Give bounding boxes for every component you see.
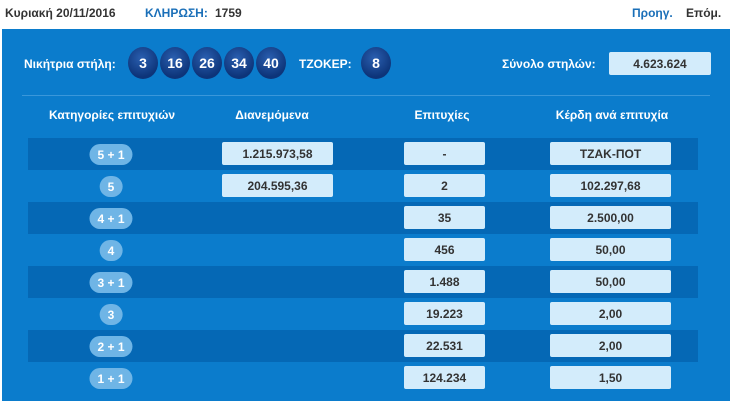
winners-value: 124.234 <box>404 366 485 389</box>
winning-label: Νικήτρια στήλη: <box>24 57 116 71</box>
table-row: 3 19.223 2,00 <box>28 298 698 330</box>
draw-header: Κυριακή 20/11/2016 ΚΛΗΡΩΣΗ: 1759 Προηγ. … <box>0 0 736 28</box>
prize-value: 2,00 <box>550 334 671 357</box>
divider <box>22 95 710 96</box>
col-header-categories: Κατηγορίες επιτυχιών <box>48 108 176 122</box>
category-badge: 5 + 1 <box>89 144 133 165</box>
table-row: 4 456 50,00 <box>28 234 698 266</box>
distributed-value: 1.215.973,58 <box>222 142 333 165</box>
winners-value: 19.223 <box>404 302 485 325</box>
joker-label: ΤΖΟΚΕΡ: <box>299 57 352 71</box>
total-label: Σύνολο στηλών: <box>502 57 596 71</box>
table-row: 4 + 1 35 2.500,00 <box>28 202 698 234</box>
prize-value: 102.297,68 <box>550 174 671 197</box>
number-ball: 34 <box>224 47 254 79</box>
prev-link[interactable]: Προηγ. <box>632 6 673 20</box>
category-badge: 4 + 1 <box>89 208 133 229</box>
total-value: 4.623.624 <box>609 52 711 75</box>
number-ball: 26 <box>192 47 222 79</box>
draw-label: ΚΛΗΡΩΣΗ: <box>145 6 208 20</box>
winners-value: - <box>404 142 485 165</box>
winners-value: 1.488 <box>404 270 485 293</box>
next-link[interactable]: Επόμ. <box>686 6 722 20</box>
category-badge: 2 + 1 <box>89 336 133 357</box>
winners-value: 35 <box>404 206 485 229</box>
winners-value: 22.531 <box>404 334 485 357</box>
prize-value: 50,00 <box>550 270 671 293</box>
category-badge: 3 <box>99 304 123 325</box>
distributed-value: 204.595,36 <box>222 174 333 197</box>
table-row: 5 204.595,36 2 102.297,68 <box>28 170 698 202</box>
prize-value: 2.500,00 <box>550 206 671 229</box>
table-row: 1 + 1 124.234 1,50 <box>28 362 698 394</box>
prize-value: ΤΖΑΚ-ΠΟΤ <box>550 142 671 165</box>
draw-number: 1759 <box>215 6 242 20</box>
prize-value: 50,00 <box>550 238 671 261</box>
category-badge: 5 <box>99 176 123 197</box>
number-ball: 16 <box>160 47 190 79</box>
results-panel: Νικήτρια στήλη: 3 16 26 34 40 ΤΖΟΚΕΡ: 8 … <box>2 29 730 401</box>
table-row: 5 + 1 1.215.973,58 - ΤΖΑΚ-ΠΟΤ <box>28 138 698 170</box>
prize-value: 1,50 <box>550 366 671 389</box>
category-badge: 1 + 1 <box>89 368 133 389</box>
number-ball: 40 <box>256 47 286 79</box>
table-row: 3 + 1 1.488 50,00 <box>28 266 698 298</box>
joker-ball: 8 <box>361 47 391 79</box>
number-ball: 3 <box>128 47 158 79</box>
draw-date: Κυριακή 20/11/2016 <box>5 6 116 20</box>
col-header-distributed: Διανεμόμενα <box>235 108 309 122</box>
winners-value: 456 <box>404 238 485 261</box>
winners-value: 2 <box>404 174 485 197</box>
category-badge: 4 <box>99 240 123 261</box>
col-header-prize: Κέρδη ανά επιτυχία <box>555 108 669 122</box>
prize-value: 2,00 <box>550 302 671 325</box>
col-header-winners: Επιτυχίες <box>414 108 470 122</box>
table-row: 2 + 1 22.531 2,00 <box>28 330 698 362</box>
category-badge: 3 + 1 <box>89 272 133 293</box>
